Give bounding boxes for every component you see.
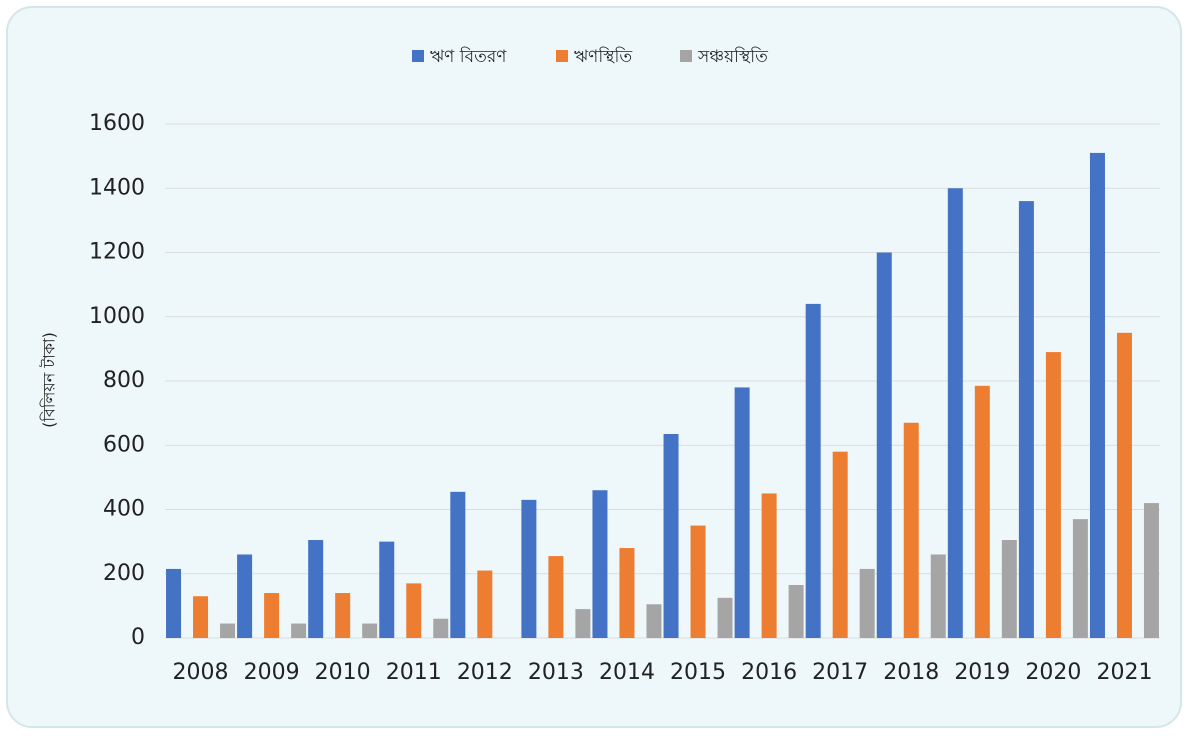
- x-tick-label: 2012: [457, 660, 513, 685]
- bar-savings-balance: [646, 604, 662, 638]
- bar-loan-outstanding: [335, 593, 351, 638]
- bar-loan-outstanding: [477, 570, 493, 638]
- y-tick-label: 400: [103, 497, 145, 522]
- x-tick-label: 2009: [244, 660, 300, 685]
- y-tick-label: 800: [103, 368, 145, 393]
- bar-savings-balance: [220, 623, 236, 638]
- x-tick-label: 2015: [670, 660, 726, 685]
- bar-loan-disbursement: [876, 252, 892, 638]
- bar-loan-outstanding: [903, 422, 919, 638]
- x-tick-label: 2010: [315, 660, 371, 685]
- bar-loan-disbursement: [450, 491, 466, 638]
- bar-loan-outstanding: [690, 525, 706, 638]
- grid-lines: [165, 123, 1160, 639]
- x-tick-label: 2014: [599, 660, 655, 685]
- bar-loan-disbursement: [308, 540, 324, 638]
- bar-loan-disbursement: [1018, 201, 1034, 638]
- bar-savings-balance: [1072, 519, 1088, 638]
- bar-savings-balance: [433, 618, 449, 638]
- x-tick-label: 2017: [812, 660, 868, 685]
- y-axis-ticks: 0 200 400 600 800 1000 1200 1400 1600: [89, 111, 145, 650]
- y-tick-label: 200: [103, 561, 145, 586]
- bar-loan-disbursement: [521, 499, 537, 638]
- bar-loan-outstanding: [548, 556, 564, 638]
- bar-loan-disbursement: [947, 188, 963, 638]
- bar-savings-balance: [717, 597, 733, 638]
- x-tick-label: 2008: [173, 660, 229, 685]
- y-tick-label: 1000: [89, 304, 145, 329]
- bar-loan-outstanding: [619, 548, 635, 638]
- x-tick-label: 2011: [386, 660, 442, 685]
- legend-label: সঞ্চয়স্থিতি: [697, 46, 768, 67]
- x-tick-label: 2019: [954, 660, 1010, 685]
- bar-loan-outstanding: [193, 596, 209, 638]
- x-tick-label: 2016: [741, 660, 797, 685]
- bar-loan-outstanding: [761, 493, 777, 638]
- legend-label: ঋণস্থিতি: [574, 46, 632, 67]
- legend-swatch: [556, 50, 568, 62]
- legend-swatch: [412, 50, 424, 62]
- bar-savings-balance: [1001, 540, 1017, 638]
- bar-loan-outstanding: [1045, 352, 1061, 638]
- bar-savings-balance: [788, 584, 804, 638]
- bar-loan-outstanding: [406, 583, 422, 638]
- y-tick-label: 600: [103, 432, 145, 457]
- bars: [166, 152, 1159, 638]
- legend-label: ঋণ বিতরণ: [430, 46, 507, 67]
- bar-loan-disbursement: [237, 554, 253, 638]
- bar-savings-balance: [291, 623, 307, 638]
- bar-savings-balance: [575, 609, 591, 638]
- x-tick-label: 2020: [1025, 660, 1081, 685]
- bar-loan-disbursement: [592, 490, 608, 638]
- x-tick-label: 2013: [528, 660, 584, 685]
- bar-loan-disbursement: [805, 303, 821, 638]
- x-tick-label: 2021: [1096, 660, 1152, 685]
- bar-loan-disbursement: [663, 434, 679, 638]
- bar-loan-outstanding: [1116, 332, 1132, 638]
- y-tick-label: 1600: [89, 111, 145, 136]
- legend: ঋণ বিতরণ ঋণস্থিতি সঞ্চয়স্থিতি: [412, 46, 768, 67]
- x-axis-ticks: 2008 2009 2010 2011 2012 2013 2014 2015 2016 2017…: [173, 660, 1153, 685]
- bar-savings-balance: [362, 623, 378, 638]
- y-tick-label: 1400: [89, 175, 145, 200]
- bar-loan-outstanding: [264, 593, 280, 638]
- bar-loan-disbursement: [734, 387, 750, 638]
- y-tick-label: 0: [131, 625, 145, 650]
- y-tick-label: 1200: [89, 240, 145, 265]
- bar-savings-balance: [930, 554, 946, 638]
- y-axis-label: (বিলিয়ন টাকা): [40, 332, 59, 428]
- bar-loan-outstanding: [832, 451, 848, 638]
- bar-loan-disbursement: [166, 568, 182, 638]
- bar-savings-balance: [859, 568, 875, 638]
- bar-loan-disbursement: [1089, 152, 1105, 638]
- legend-swatch: [680, 50, 692, 62]
- bar-loan-outstanding: [974, 385, 990, 638]
- bar-loan-disbursement: [379, 541, 395, 638]
- x-tick-label: 2018: [883, 660, 939, 685]
- bar-savings-balance: [1143, 503, 1159, 638]
